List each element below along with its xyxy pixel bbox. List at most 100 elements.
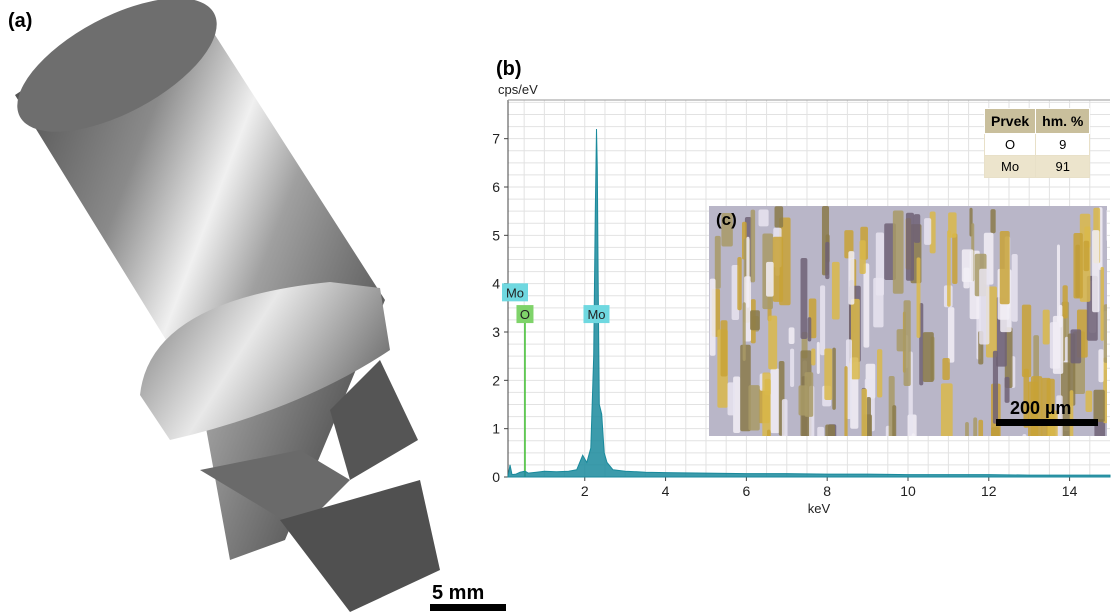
grain-streak	[1011, 254, 1018, 322]
tip-facet-low	[280, 480, 440, 612]
grain-streak	[790, 348, 795, 387]
grain-streak	[1023, 368, 1029, 428]
grain-streak	[831, 261, 840, 320]
grain-streak	[709, 278, 716, 356]
grain-streak	[1062, 285, 1068, 319]
grain-streak	[774, 206, 784, 228]
grain-streak	[742, 302, 746, 361]
grain-streak	[720, 320, 728, 377]
grain-streak	[800, 257, 808, 340]
grain-streak	[766, 429, 771, 436]
y-tick-label: 5	[492, 227, 500, 243]
grain-streak	[1085, 390, 1093, 413]
grain-streak	[768, 315, 778, 370]
grain-streak	[896, 329, 906, 352]
composition-table: Prvek hm. % O 9 Mo 91	[983, 108, 1091, 178]
y-tick-label: 0	[492, 469, 500, 485]
y-tick-label: 4	[492, 276, 500, 292]
tip-facet-dark	[330, 360, 418, 480]
table-header-wt: hm. %	[1035, 108, 1091, 134]
grain-streak	[788, 327, 795, 344]
x-axis-title: keV	[808, 501, 831, 516]
table-row: Mo 91	[983, 155, 1091, 178]
grain-streak	[905, 212, 914, 281]
grain-streak	[848, 251, 855, 305]
grain-streak	[817, 426, 825, 436]
grain-streak	[1056, 244, 1061, 323]
grain-streak	[727, 382, 735, 416]
x-tick-label: 10	[900, 483, 916, 499]
y-tick-label: 1	[492, 421, 500, 437]
grain-streak	[859, 240, 866, 274]
panel-label-c: (c)	[716, 210, 737, 229]
grain-streak	[863, 263, 870, 348]
scale-bar-c	[996, 419, 1098, 426]
table-header-element: Prvek	[983, 108, 1037, 134]
grain-streak	[861, 388, 868, 436]
table-cell: 9	[1035, 133, 1091, 156]
grain-streak	[877, 349, 883, 398]
grain-streak	[816, 341, 820, 374]
panel-label-b: (b)	[496, 58, 522, 80]
grain-streak	[770, 368, 780, 434]
x-tick-label: 2	[581, 483, 589, 499]
grain-streak	[1103, 304, 1107, 363]
grain-streak	[892, 405, 897, 436]
grain-streak	[1042, 309, 1050, 345]
grain-streak	[892, 210, 904, 294]
grain-streak	[990, 209, 996, 234]
grain-streak	[965, 422, 969, 436]
grain-streak	[1070, 329, 1082, 364]
grain-streak	[811, 348, 816, 366]
table-cell: 91	[1035, 155, 1091, 178]
grain-streak	[1083, 240, 1090, 272]
grain-streak	[973, 417, 978, 436]
grain-streak	[824, 348, 833, 401]
grain-streak	[740, 344, 751, 432]
grain-streak	[746, 236, 750, 308]
grain-streak	[1106, 209, 1107, 241]
grain-streak	[1098, 349, 1104, 383]
grain-streak	[804, 372, 814, 417]
y-tick-label: 2	[492, 372, 500, 388]
grain-streak	[961, 249, 974, 282]
y-tick-label: 3	[492, 324, 500, 340]
grain-streak	[992, 350, 999, 424]
y-tick-label: 6	[492, 179, 500, 195]
grain-streak	[1073, 232, 1083, 299]
table-row: O 9	[983, 133, 1091, 156]
tool-3d-render	[15, 0, 440, 612]
grain-streak	[714, 235, 721, 289]
grain-streak	[922, 332, 934, 383]
grain-streak	[748, 385, 760, 431]
grain-streak	[781, 399, 788, 436]
peak-label: Mo	[587, 307, 605, 322]
grain-streak	[731, 265, 740, 321]
spectrum-series	[507, 128, 1111, 478]
grain-streak	[850, 298, 860, 380]
grain-streak	[1093, 389, 1105, 422]
shank-top-face	[17, 0, 217, 132]
grain-streak	[1092, 230, 1100, 313]
x-tick-label: 8	[823, 483, 831, 499]
table-cell: Mo	[983, 155, 1037, 178]
scale-bar-a	[430, 604, 506, 611]
grain-streak	[903, 300, 911, 387]
shank-body	[15, 32, 385, 560]
x-tick-label: 12	[981, 483, 997, 499]
peak-labels: Mo O Mo	[502, 283, 610, 324]
peak-label-bg	[583, 305, 610, 324]
panel-label-a: (a)	[8, 10, 33, 32]
grain-streak	[978, 419, 984, 436]
grain-streak	[1100, 266, 1105, 341]
grain-streak	[772, 236, 784, 302]
grain-streak	[942, 358, 950, 380]
grain-streak	[940, 383, 953, 436]
x-tick-label: 6	[742, 483, 750, 499]
chart-series	[507, 128, 1111, 478]
y-tick-label: 7	[492, 131, 500, 147]
grain-streak	[916, 257, 921, 338]
x-tick-label: 14	[1062, 483, 1078, 499]
grain-streak	[1060, 362, 1071, 436]
x-tick-label: 4	[662, 483, 670, 499]
